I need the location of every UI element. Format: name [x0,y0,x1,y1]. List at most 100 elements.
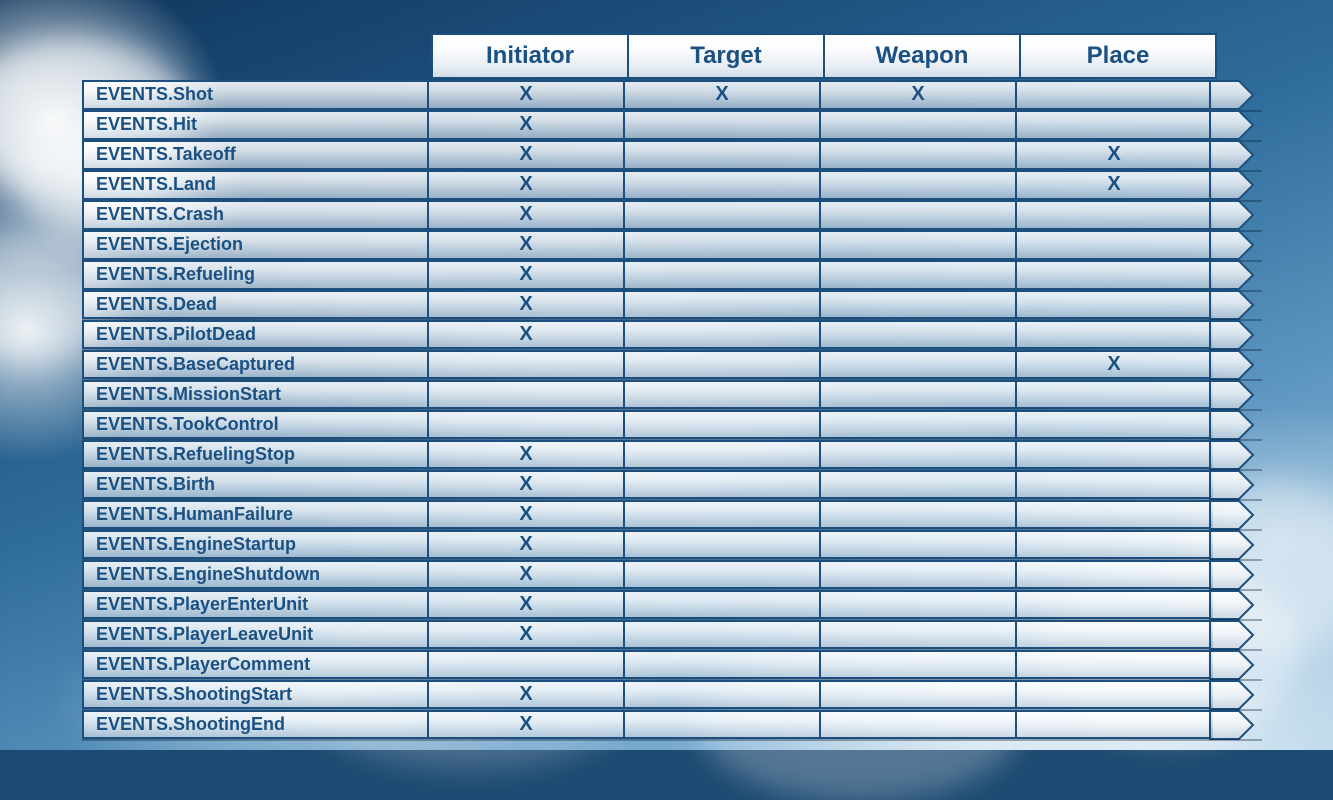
table-row[interactable]: EVENTS.BaseCaptured X [82,349,1262,382]
cell-weapon [819,619,1017,650]
cell-weapon [819,259,1017,290]
cell-place: X [1015,349,1213,380]
table-header-row: Initiator Target Weapon Place [431,33,1262,79]
row-arrow-icon [1209,379,1255,410]
table-row[interactable]: EVENTS.MissionStart [82,379,1262,412]
table-row[interactable]: EVENTS.ShootingStart X [82,679,1262,711]
row-arrow-icon [1209,229,1255,260]
row-arrow-icon [1209,439,1255,470]
column-header-place[interactable]: Place [1019,33,1217,79]
table-row[interactable]: EVENTS.Takeoff X X [82,139,1262,172]
cell-initiator: X [427,619,625,650]
cell-target [623,529,821,560]
cell-target [623,709,821,740]
cell-weapon [819,199,1017,230]
cell-weapon [819,559,1017,590]
row-arrow-icon [1209,409,1255,440]
table-row[interactable]: EVENTS.EngineShutdown X [82,559,1262,591]
cell-place [1015,109,1213,140]
event-name-cell: EVENTS.Crash [82,199,429,230]
table-row[interactable]: EVENTS.Crash X [82,199,1262,232]
event-name-cell: EVENTS.Hit [82,109,429,140]
column-header-target[interactable]: Target [627,33,825,79]
cell-initiator: X [427,139,625,170]
cell-weapon [819,499,1017,530]
cell-initiator [427,349,625,380]
table-row[interactable]: EVENTS.Hit X [82,109,1262,142]
cell-place [1015,289,1213,320]
table-row[interactable]: EVENTS.HumanFailure X [82,499,1262,531]
row-arrow-icon [1209,319,1255,350]
cell-place [1015,319,1213,350]
event-name-cell: EVENTS.MissionStart [82,379,429,410]
cell-weapon [819,229,1017,260]
cell-place [1015,80,1213,110]
table-row[interactable]: EVENTS.Ejection X [82,229,1262,262]
table-row[interactable]: EVENTS.PlayerComment [82,649,1262,681]
events-matrix-table: Initiator Target Weapon Place EVENTS.Shot X X… [82,33,1262,741]
cell-target [623,499,821,530]
row-arrow-icon [1209,169,1255,200]
table-row[interactable]: EVENTS.ShootingEnd X [82,709,1262,741]
table-row[interactable]: EVENTS.PlayerLeaveUnit X [82,619,1262,651]
table-row[interactable]: EVENTS.Dead X [82,289,1262,322]
cell-initiator: X [427,319,625,350]
event-name-cell: EVENTS.Takeoff [82,139,429,170]
event-name-cell: EVENTS.RefuelingStop [82,439,429,470]
cell-weapon [819,709,1017,740]
table-row[interactable]: EVENTS.PlayerEnterUnit X [82,589,1262,621]
cell-target [623,589,821,620]
column-header-weapon[interactable]: Weapon [823,33,1021,79]
cell-initiator: X [427,589,625,620]
cell-place [1015,469,1213,500]
cell-place [1015,679,1213,710]
cell-weapon [819,319,1017,350]
event-name-cell: EVENTS.Ejection [82,229,429,260]
table-row[interactable]: EVENTS.Shot X X X [82,80,1262,112]
cell-place [1015,439,1213,470]
cell-initiator: X [427,529,625,560]
event-name-cell: EVENTS.PlayerEnterUnit [82,589,429,620]
event-name-cell: EVENTS.PlayerComment [82,649,429,680]
cell-initiator: X [427,439,625,470]
row-arrow-icon [1209,349,1255,380]
event-name-cell: EVENTS.Land [82,169,429,200]
table-row[interactable]: EVENTS.TookControl [82,409,1262,441]
cell-weapon [819,169,1017,200]
cell-place [1015,409,1213,440]
cell-target [623,379,821,410]
cell-target: X [623,80,821,110]
cell-initiator [427,649,625,680]
table-row[interactable]: EVENTS.EngineStartup X [82,529,1262,561]
column-header-initiator[interactable]: Initiator [431,33,629,79]
cell-target [623,109,821,140]
cell-target [623,319,821,350]
table-row[interactable]: EVENTS.RefuelingStop X [82,439,1262,471]
cell-place [1015,379,1213,410]
table-row[interactable]: EVENTS.Land X X [82,169,1262,202]
event-name-cell: EVENTS.BaseCaptured [82,349,429,380]
table-row[interactable]: EVENTS.Birth X [82,469,1262,501]
event-name-cell: EVENTS.ShootingEnd [82,709,429,740]
table-row[interactable]: EVENTS.Refueling X [82,259,1262,292]
cell-place [1015,259,1213,290]
cell-target [623,559,821,590]
event-name-cell: EVENTS.HumanFailure [82,499,429,530]
cell-target [623,349,821,380]
cell-target [623,679,821,710]
cell-place [1015,559,1213,590]
row-arrow-icon [1209,289,1255,320]
cell-weapon [819,589,1017,620]
row-arrow-icon [1209,469,1255,500]
cell-initiator: X [427,259,625,290]
cell-place [1015,649,1213,680]
cell-place [1015,709,1213,740]
table-row[interactable]: EVENTS.PilotDead X [82,319,1262,352]
cell-weapon [819,679,1017,710]
row-arrow-icon [1209,139,1255,170]
cell-place [1015,529,1213,560]
event-name-cell: EVENTS.PlayerLeaveUnit [82,619,429,650]
row-arrow-icon [1209,529,1255,560]
cell-target [623,469,821,500]
cell-weapon [819,139,1017,170]
